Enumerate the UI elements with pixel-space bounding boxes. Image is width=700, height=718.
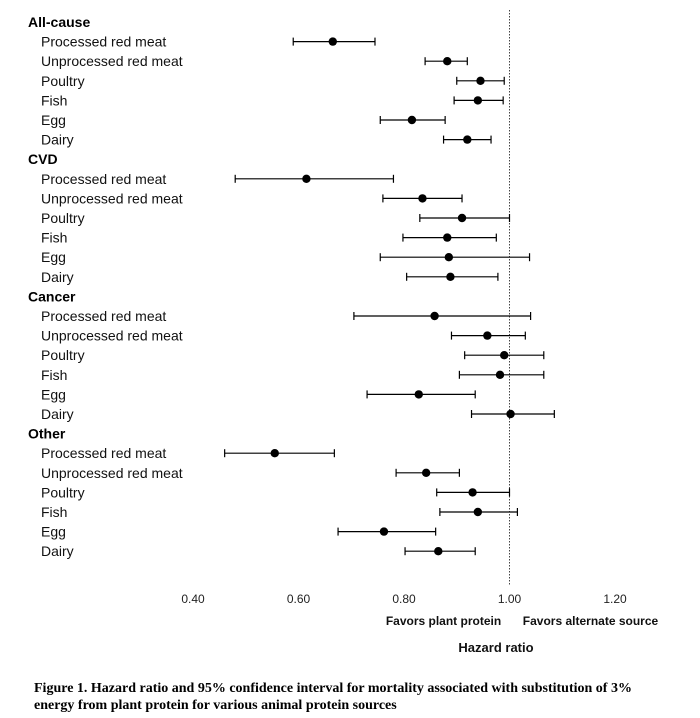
hr-point	[434, 547, 443, 556]
row-label: Dairy	[41, 132, 74, 148]
row-label: Processed red meat	[41, 308, 166, 324]
hr-point	[270, 449, 279, 458]
group-label-other: Other	[28, 426, 66, 442]
row-label: Poultry	[41, 73, 85, 89]
row-label: Processed red meat	[41, 171, 166, 187]
hr-point	[446, 272, 455, 281]
row-label: Unprocessed red meat	[41, 328, 183, 344]
hr-point	[443, 57, 452, 66]
row-label: Fish	[41, 504, 67, 520]
row-label: Fish	[41, 367, 67, 383]
hr-point	[407, 115, 417, 125]
group-label-all-cause: All-cause	[28, 14, 90, 30]
favors-plant-annotation: Favors plant protein	[386, 614, 501, 628]
row-label: Unprocessed red meat	[41, 465, 183, 481]
group-label-cancer: Cancer	[28, 288, 76, 304]
row-label: Unprocessed red meat	[41, 53, 183, 69]
hr-point	[506, 409, 515, 419]
row-label: Poultry	[41, 347, 85, 363]
hr-point	[414, 390, 423, 399]
row-label: Unprocessed red meat	[41, 190, 183, 206]
hr-point	[302, 174, 311, 183]
x-tick-label: 0.40	[181, 592, 205, 606]
hr-point	[444, 253, 454, 262]
row-label: Poultry	[41, 210, 85, 226]
row-label: Dairy	[41, 269, 74, 285]
row-label: Poultry	[41, 484, 85, 500]
hr-point	[421, 468, 431, 477]
row-label: Egg	[41, 249, 66, 265]
row-label: Processed red meat	[41, 34, 166, 50]
row-label: Egg	[41, 524, 66, 540]
hr-point	[463, 135, 472, 144]
row-label: Egg	[41, 386, 66, 402]
row-label: Fish	[41, 92, 67, 108]
x-axis-title: Hazard ratio	[458, 640, 533, 655]
hr-point	[495, 370, 505, 379]
forest-plot: All-cause Processed red meat Unprocessed r…	[28, 10, 659, 655]
hr-point	[443, 233, 452, 242]
hr-point	[457, 213, 467, 223]
hr-point	[473, 507, 483, 517]
figure-caption: Figure 1. Hazard ratio and 95% confidenc…	[34, 681, 632, 713]
row-label: Processed red meat	[41, 445, 166, 461]
hr-point	[468, 488, 477, 497]
hr-point	[418, 194, 427, 203]
row-label: Dairy	[41, 543, 74, 559]
hr-point	[430, 311, 439, 321]
row-label: Dairy	[41, 406, 74, 422]
hr-point	[473, 96, 483, 105]
x-tick-label: 1.00	[498, 592, 522, 606]
group-label-cvd: CVD	[28, 151, 58, 167]
x-tick-label: 1.20	[603, 592, 627, 606]
x-tick-label: 0.80	[392, 592, 416, 606]
x-tick-label: 0.60	[287, 592, 311, 606]
hr-point	[500, 351, 509, 360]
favors-alternate-annotation: Favors alternate source	[523, 614, 659, 628]
hr-point	[328, 37, 337, 46]
row-label: Egg	[41, 112, 66, 128]
hr-point	[379, 527, 389, 536]
row-label: Fish	[41, 230, 67, 246]
hr-point	[483, 331, 492, 340]
hr-point	[476, 76, 485, 86]
